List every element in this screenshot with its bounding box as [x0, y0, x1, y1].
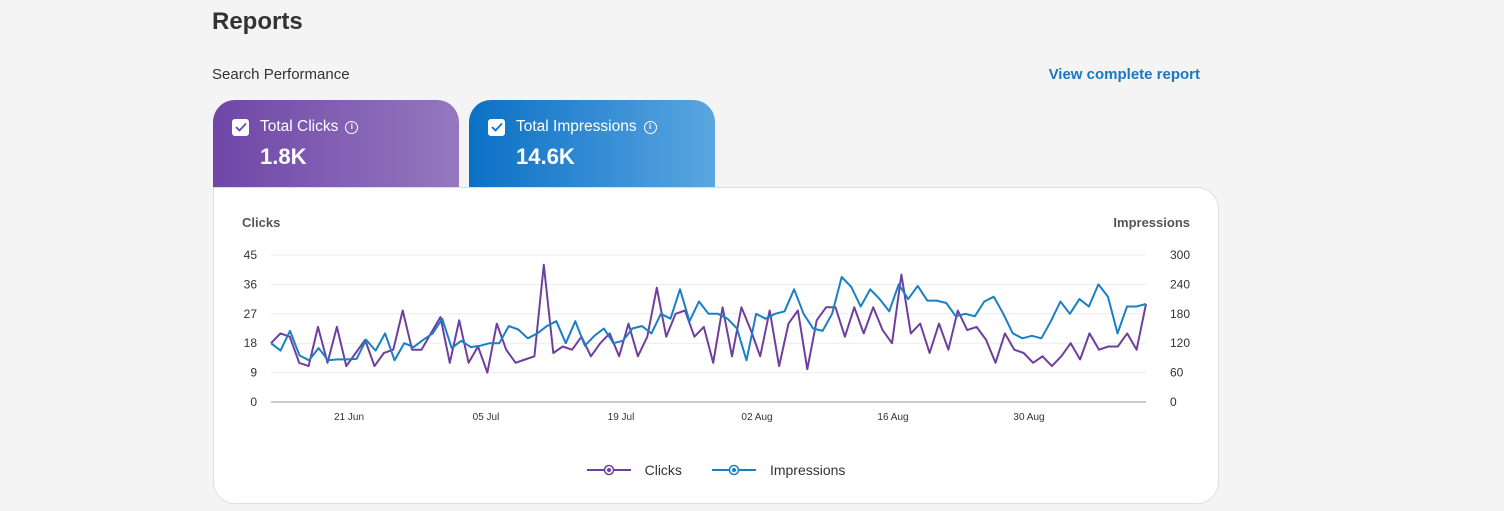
legend-item-clicks[interactable]: Clicks: [586, 462, 682, 478]
impressions-checkbox[interactable]: [488, 118, 505, 136]
impressions-legend-marker-icon: [711, 464, 756, 476]
left-tick-label: 18: [244, 336, 258, 350]
x-tick-label: 16 Aug: [877, 412, 908, 423]
clicks-legend-marker-icon: [586, 464, 631, 476]
view-complete-report-link[interactable]: View complete report: [1048, 66, 1200, 83]
right-axis-title: Impressions: [1113, 215, 1190, 230]
total-clicks-value: 1.8K: [260, 144, 307, 169]
x-tick-label: 05 Jul: [473, 412, 500, 423]
x-tick-label: 30 Aug: [1013, 412, 1044, 423]
left-tick-label: 36: [244, 277, 258, 291]
left-tick-label: 45: [244, 248, 258, 262]
right-tick-label: 0: [1170, 395, 1177, 409]
performance-chart: Clicks Impressions 45 300 36 240 27 180 18 120 9 60…: [242, 215, 1190, 423]
total-impressions-label: Total Impressions: [516, 118, 637, 135]
clicks-checkbox[interactable]: [232, 118, 249, 136]
total-impressions-tile[interactable]: Total Impressions i 14.6K: [469, 100, 715, 188]
right-tick-label: 180: [1170, 307, 1190, 321]
left-tick-label: 0: [250, 395, 257, 409]
check-icon: [234, 122, 247, 132]
right-tick-label: 300: [1170, 248, 1190, 262]
legend-label-impressions: Impressions: [769, 462, 846, 478]
info-icon[interactable]: i: [345, 120, 359, 134]
info-icon[interactable]: i: [643, 120, 657, 134]
left-tick-label: 27: [244, 307, 258, 321]
legend-item-impressions[interactable]: Impressions: [711, 462, 846, 478]
right-tick-label: 240: [1170, 277, 1190, 291]
total-clicks-label: Total Clicks: [260, 118, 339, 135]
impressions-series-line: [270, 276, 1147, 362]
legend-label-clicks: Clicks: [644, 462, 682, 478]
left-axis-title: Clicks: [242, 215, 280, 230]
total-clicks-tile[interactable]: Total Clicks i 1.8K: [213, 100, 459, 188]
right-tick-label: 120: [1170, 336, 1190, 350]
page-title: Reports: [212, 8, 303, 35]
x-tick-label: 02 Aug: [741, 412, 772, 423]
right-tick-label: 60: [1170, 366, 1184, 380]
x-tick-label: 21 Jun: [334, 412, 364, 423]
chart-legend: Clicks Impressions: [214, 462, 1218, 478]
total-impressions-value: 14.6K: [516, 144, 575, 169]
clicks-series-line: [270, 263, 1147, 374]
x-tick-label: 19 Jul: [608, 412, 635, 423]
chart-card: Clicks Impressions 45 300 36 240 27 180 18 120 9 60…: [213, 187, 1219, 504]
left-tick-label: 9: [250, 366, 257, 380]
section-title: Search Performance: [212, 66, 350, 83]
check-icon: [490, 122, 503, 132]
